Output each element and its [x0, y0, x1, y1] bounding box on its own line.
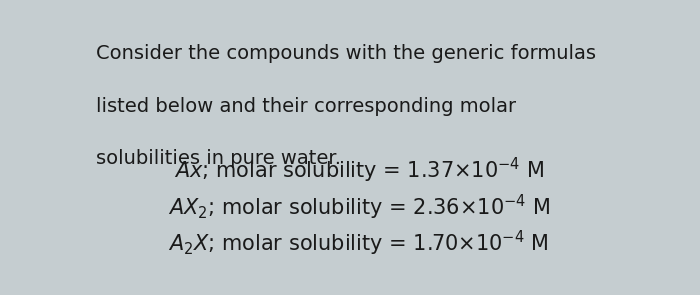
Text: solubilities in pure water.: solubilities in pure water. — [96, 149, 341, 168]
Text: listed below and their corresponding molar: listed below and their corresponding mol… — [96, 97, 516, 116]
Text: Consider the compounds with the generic formulas: Consider the compounds with the generic … — [96, 45, 596, 63]
Text: $\mathit{Ax}$; molar solubility = 1.37$\times$10$^{-4}$ M: $\mathit{Ax}$; molar solubility = 1.37$\… — [174, 156, 544, 185]
Text: $\mathit{AX_2}$; molar solubility = 2.36$\times$10$^{-4}$ M: $\mathit{AX_2}$; molar solubility = 2.36… — [168, 192, 550, 222]
Text: $\mathit{A_2X}$; molar solubility = 1.70$\times$10$^{-4}$ M: $\mathit{A_2X}$; molar solubility = 1.70… — [169, 229, 549, 258]
